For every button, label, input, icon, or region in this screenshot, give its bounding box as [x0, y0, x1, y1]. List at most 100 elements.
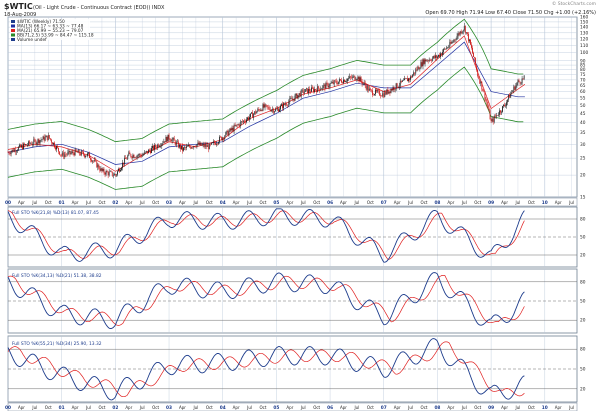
- price-candle-body: [458, 33, 460, 35]
- x-axis-month-label: Jul: [139, 405, 145, 410]
- x-axis-month-label: Apr: [18, 200, 25, 205]
- x-axis-year-label: 00: [5, 405, 11, 411]
- price-candle-body: [155, 145, 157, 148]
- x-axis-year-label: 08: [434, 200, 440, 206]
- sto-panel-1-label: Full STO %K(21,8) %D(13) 81.07, 87.45: [12, 210, 99, 216]
- x-axis-year-label: 01: [59, 405, 65, 411]
- price-candle-body: [311, 87, 312, 92]
- price-candle-body: [511, 91, 513, 94]
- x-axis-month-label: Jul: [568, 405, 574, 410]
- x-axis-month-label: Oct: [528, 405, 535, 410]
- price-candle-body: [503, 105, 504, 107]
- price-candle-body: [31, 143, 33, 145]
- price-candle-body: [54, 142, 55, 148]
- price-candle-body: [99, 168, 101, 171]
- price-candle-body: [351, 77, 353, 79]
- price-tick-label: 140: [580, 25, 588, 31]
- price-candle-body: [302, 89, 304, 94]
- price-candle-body: [140, 155, 142, 157]
- price-candle-body: [202, 143, 204, 145]
- price-candle-body: [513, 86, 515, 91]
- x-axis-month-label: Oct: [367, 405, 374, 410]
- sto-tick-label: 80: [580, 347, 586, 353]
- price-candle-body: [16, 150, 18, 152]
- price-candle-body: [450, 42, 452, 44]
- price-candle-body: [223, 137, 225, 140]
- price-candle-body: [324, 84, 326, 89]
- x-axis-month-label: Jul: [515, 200, 521, 205]
- price-candle-body: [70, 152, 72, 154]
- price-candle-body: [97, 164, 99, 168]
- price-candle-body: [252, 112, 254, 118]
- x-axis-month-label: Oct: [474, 200, 481, 205]
- price-candle-body: [259, 109, 261, 111]
- sto-tick-label: 50: [580, 367, 586, 373]
- price-candle-body: [464, 25, 466, 33]
- price-candle-body: [28, 141, 30, 146]
- price-candle-body: [72, 151, 74, 154]
- price-candle-body: [233, 125, 235, 132]
- bollinger-upper-line: [7, 18, 524, 143]
- price-candle-body: [10, 151, 12, 155]
- price-candle-body: [170, 140, 172, 142]
- price-candle-body: [235, 124, 237, 127]
- x-axis-month-label: Oct: [528, 200, 535, 205]
- price-candle-body: [428, 59, 430, 61]
- price-candle-body: [215, 143, 216, 145]
- price-candle-body: [260, 109, 262, 111]
- x-axis-month-label: Apr: [340, 200, 347, 205]
- price-candle-body: [342, 82, 343, 84]
- price-candle-body: [32, 143, 34, 145]
- x-axis-month-label: Oct: [98, 200, 105, 205]
- price-tick-label: 35: [580, 130, 586, 136]
- price-candle-body: [146, 150, 148, 154]
- price-candle-body: [37, 139, 39, 143]
- price-candle-body: [242, 120, 244, 122]
- x-axis-year-label: 06: [327, 200, 333, 206]
- price-candle-body: [118, 169, 119, 172]
- price-grid: [7, 16, 577, 198]
- x-axis-month-label: Apr: [18, 405, 25, 410]
- price-candle-body: [255, 111, 257, 114]
- price-candle-body: [502, 106, 503, 112]
- price-candle-body: [488, 108, 490, 111]
- price-candle-body: [92, 160, 94, 162]
- price-panel-frame: [7, 16, 578, 198]
- price-candle-body: [289, 98, 291, 102]
- price-candle-body: [120, 169, 121, 172]
- price-candle-body: [264, 104, 266, 108]
- price-candle-body: [509, 94, 511, 98]
- x-axis-month-label: Jul: [354, 200, 360, 205]
- price-tick-label: 85: [580, 63, 586, 69]
- x-axis-month-label: Oct: [260, 405, 267, 410]
- price-candle-body: [163, 141, 165, 144]
- price-candle-body: [500, 110, 501, 113]
- price-candle-body: [207, 145, 209, 150]
- price-candle-body: [335, 80, 337, 84]
- price-candle-body: [74, 149, 76, 156]
- price-candle-body: [222, 137, 224, 141]
- price-candle-body: [279, 109, 280, 112]
- price-candle-body: [80, 151, 82, 156]
- price-candle-body: [362, 83, 364, 84]
- price-candle-body: [22, 145, 23, 150]
- price-candle-body: [218, 142, 219, 144]
- chart-date: 18-Aug-2009: [4, 12, 36, 18]
- price-candle-body: [76, 151, 78, 153]
- x-axis-year-label: 07: [381, 200, 387, 206]
- price-candle-body: [404, 78, 405, 81]
- price-candle-body: [164, 141, 166, 143]
- price-candle-body: [85, 156, 86, 157]
- x-axis-month-label: Jul: [192, 200, 198, 205]
- price-candle-body: [94, 159, 96, 162]
- price-candle-body: [343, 79, 344, 84]
- price-candle-body: [230, 128, 232, 131]
- price-candle-body: [407, 78, 408, 82]
- price-candle-body: [498, 110, 500, 115]
- price-candle-body: [274, 108, 276, 112]
- bollinger-lower-line: [7, 66, 524, 190]
- legend-swatch-ma2: [11, 29, 15, 32]
- price-candle-body: [521, 78, 523, 84]
- price-candle-body: [266, 105, 268, 107]
